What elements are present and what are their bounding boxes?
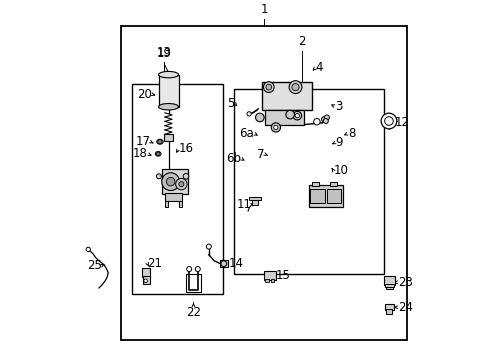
Circle shape bbox=[156, 174, 161, 179]
Circle shape bbox=[206, 244, 211, 249]
Circle shape bbox=[175, 179, 187, 190]
Circle shape bbox=[263, 82, 274, 93]
Ellipse shape bbox=[158, 104, 178, 110]
Bar bbox=[132, 84, 223, 294]
Bar bbox=[261, 82, 311, 110]
Bar bbox=[143, 276, 149, 284]
Text: 12: 12 bbox=[393, 116, 408, 129]
Text: 3: 3 bbox=[335, 100, 342, 113]
Text: 6b: 6b bbox=[225, 152, 241, 165]
Text: 11: 11 bbox=[236, 198, 251, 211]
Bar bbox=[384, 276, 394, 285]
Circle shape bbox=[291, 84, 299, 91]
Text: 15: 15 bbox=[275, 269, 290, 282]
Bar bbox=[233, 89, 383, 274]
Circle shape bbox=[288, 81, 301, 94]
Circle shape bbox=[384, 117, 392, 125]
Bar bbox=[384, 303, 393, 310]
Bar bbox=[158, 75, 178, 107]
Text: 8: 8 bbox=[347, 127, 355, 140]
Bar bbox=[219, 260, 228, 267]
Circle shape bbox=[246, 112, 251, 116]
Circle shape bbox=[195, 266, 200, 271]
Text: 13: 13 bbox=[157, 46, 171, 59]
Bar bbox=[121, 27, 406, 341]
Text: 25: 25 bbox=[87, 259, 102, 272]
Bar bbox=[142, 268, 150, 276]
Text: 5: 5 bbox=[226, 97, 234, 110]
Bar bbox=[385, 284, 393, 287]
Text: 24: 24 bbox=[397, 301, 412, 314]
Text: 9: 9 bbox=[335, 136, 342, 149]
Circle shape bbox=[323, 118, 327, 123]
Bar bbox=[248, 197, 260, 200]
Text: 22: 22 bbox=[185, 306, 201, 319]
Bar bbox=[164, 201, 168, 207]
Circle shape bbox=[265, 84, 271, 90]
Bar bbox=[270, 279, 274, 282]
Bar bbox=[308, 185, 342, 207]
Bar bbox=[264, 271, 275, 280]
Text: 21: 21 bbox=[147, 257, 162, 270]
Text: 1: 1 bbox=[260, 3, 268, 16]
Circle shape bbox=[183, 174, 188, 179]
Circle shape bbox=[324, 115, 329, 120]
Text: 16: 16 bbox=[179, 142, 193, 155]
Text: 17: 17 bbox=[135, 135, 150, 148]
Bar bbox=[162, 169, 188, 194]
Circle shape bbox=[295, 113, 299, 118]
Circle shape bbox=[271, 123, 280, 132]
Circle shape bbox=[158, 140, 162, 144]
Circle shape bbox=[143, 279, 147, 283]
Bar bbox=[164, 134, 172, 141]
Bar bbox=[179, 201, 182, 207]
Circle shape bbox=[255, 113, 264, 122]
Bar bbox=[310, 189, 324, 203]
Circle shape bbox=[321, 117, 326, 122]
Circle shape bbox=[162, 173, 179, 190]
Circle shape bbox=[186, 266, 191, 271]
Ellipse shape bbox=[155, 152, 161, 156]
Text: 18: 18 bbox=[132, 147, 147, 160]
Ellipse shape bbox=[157, 139, 163, 144]
Bar bbox=[385, 309, 391, 314]
Circle shape bbox=[221, 261, 226, 266]
Bar bbox=[329, 182, 337, 186]
Text: 14: 14 bbox=[228, 257, 243, 270]
Bar bbox=[326, 189, 340, 203]
Circle shape bbox=[86, 247, 90, 252]
Bar bbox=[264, 279, 269, 282]
Text: 4: 4 bbox=[315, 61, 323, 74]
Bar bbox=[186, 274, 200, 292]
Circle shape bbox=[273, 125, 278, 130]
Bar bbox=[251, 198, 258, 205]
Text: 2: 2 bbox=[297, 35, 305, 48]
Bar bbox=[264, 109, 304, 125]
Ellipse shape bbox=[158, 71, 178, 78]
Circle shape bbox=[166, 177, 175, 186]
Text: 20: 20 bbox=[137, 88, 151, 101]
Text: 10: 10 bbox=[333, 165, 348, 177]
Circle shape bbox=[292, 111, 301, 120]
Bar bbox=[386, 287, 392, 289]
Bar bbox=[164, 193, 182, 201]
Text: 6a: 6a bbox=[239, 127, 254, 140]
Text: 23: 23 bbox=[397, 276, 412, 289]
Text: 7: 7 bbox=[257, 148, 264, 161]
Circle shape bbox=[179, 182, 183, 186]
Text: 19: 19 bbox=[157, 48, 171, 60]
Circle shape bbox=[313, 118, 320, 125]
Circle shape bbox=[285, 110, 294, 119]
Bar bbox=[312, 182, 319, 186]
Circle shape bbox=[156, 152, 160, 156]
Circle shape bbox=[380, 113, 396, 129]
